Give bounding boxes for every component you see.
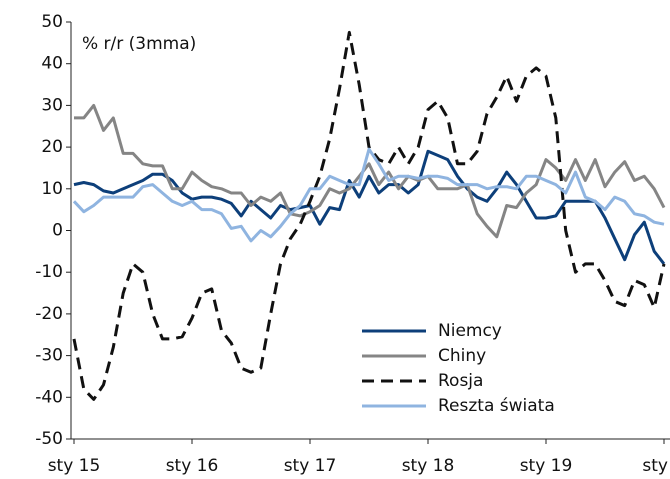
x-tick-label: sty 16 xyxy=(166,456,219,476)
x-tick-label: sty xyxy=(642,456,668,476)
x-tick-label: sty 17 xyxy=(284,456,337,476)
y-tick-label: -30 xyxy=(35,346,63,366)
series-line xyxy=(72,147,665,243)
annotation: % r/r (3mma) xyxy=(82,34,196,54)
x-tick-label: sty 18 xyxy=(402,456,455,476)
y-tick-label: 10 xyxy=(41,179,63,199)
y-tick-label: -50 xyxy=(35,429,63,449)
series-line xyxy=(74,103,666,239)
y-tick-label: 50 xyxy=(41,12,63,32)
legend-label: Chiny xyxy=(438,346,486,366)
series-line xyxy=(72,30,666,401)
y-tick-label: 20 xyxy=(41,137,63,157)
x-tick-label: sty 15 xyxy=(48,456,101,476)
legend-label: Niemcy xyxy=(438,321,502,341)
y-tick-label: 30 xyxy=(41,95,63,115)
x-tick-label: sty 19 xyxy=(520,456,573,476)
y-tick-label: -40 xyxy=(35,387,63,407)
y-tick-label: -20 xyxy=(35,304,63,324)
series-line xyxy=(73,149,666,265)
y-tick-label: 0 xyxy=(52,221,63,241)
y-tick-label: -10 xyxy=(35,262,63,282)
legend-label: Reszta świata xyxy=(438,396,555,416)
legend-label: Rosja xyxy=(438,371,483,391)
y-tick-label: 40 xyxy=(41,54,63,74)
